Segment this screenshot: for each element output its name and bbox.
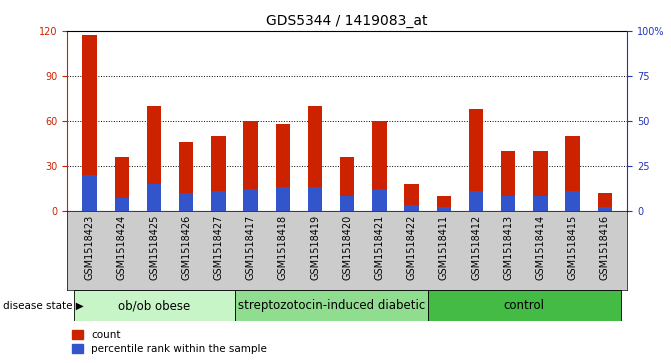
Bar [469,191,483,211]
Text: GSM1518418: GSM1518418 [278,215,288,280]
Bar [83,35,97,211]
Text: GSM1518427: GSM1518427 [213,215,223,280]
Bar [179,192,193,211]
Bar [372,121,386,211]
Bar [308,187,322,211]
Bar [235,290,427,321]
Bar [372,189,386,211]
Bar [147,106,161,211]
Bar [115,156,129,211]
Bar [405,205,419,211]
Text: ob/ob obese: ob/ob obese [118,299,190,312]
Bar [244,189,258,211]
Bar [244,121,258,211]
Bar [427,290,621,321]
Title: GDS5344 / 1419083_at: GDS5344 / 1419083_at [266,15,428,28]
Bar [115,198,129,211]
Bar [405,184,419,211]
Text: GSM1518415: GSM1518415 [568,215,578,280]
Bar [340,156,354,211]
Bar [211,136,225,211]
Bar [340,196,354,211]
Legend: count, percentile rank within the sample: count, percentile rank within the sample [72,330,267,354]
Text: GSM1518416: GSM1518416 [600,215,610,280]
Bar [566,191,580,211]
Text: GSM1518420: GSM1518420 [342,215,352,280]
Text: GSM1518413: GSM1518413 [503,215,513,280]
Bar [598,192,612,211]
Text: GSM1518414: GSM1518414 [535,215,546,280]
Text: GSM1518421: GSM1518421 [374,215,384,280]
Bar [533,196,548,211]
Bar [211,191,225,211]
Bar [276,124,290,211]
Text: GSM1518425: GSM1518425 [149,215,159,280]
Text: GSM1518423: GSM1518423 [85,215,95,280]
Text: GSM1518426: GSM1518426 [181,215,191,280]
Bar [74,290,235,321]
Bar [501,196,515,211]
Bar [598,207,612,211]
Text: GSM1518424: GSM1518424 [117,215,127,280]
Bar [437,196,451,211]
Bar [308,106,322,211]
Bar [566,136,580,211]
Bar [469,109,483,211]
Bar [147,184,161,211]
Text: streptozotocin-induced diabetic: streptozotocin-induced diabetic [238,299,425,312]
Text: GSM1518411: GSM1518411 [439,215,449,280]
Bar [501,151,515,211]
Bar [533,151,548,211]
Bar [437,207,451,211]
Bar [179,142,193,211]
Text: GSM1518412: GSM1518412 [471,215,481,280]
Bar [83,175,97,211]
Bar [276,187,290,211]
Text: GSM1518422: GSM1518422 [407,215,417,280]
Text: GSM1518417: GSM1518417 [246,215,256,280]
Text: disease state ▶: disease state ▶ [3,301,84,311]
Text: GSM1518419: GSM1518419 [310,215,320,280]
Text: control: control [504,299,545,312]
